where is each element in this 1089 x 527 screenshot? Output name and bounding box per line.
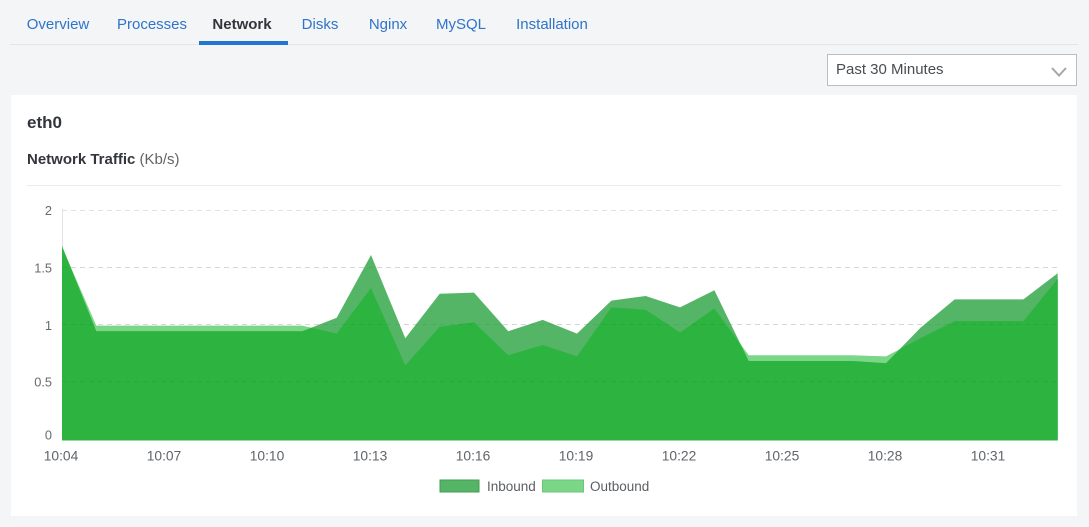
svg-text:10:19: 10:19: [559, 449, 594, 464]
svg-text:1: 1: [45, 318, 52, 333]
svg-text:10:16: 10:16: [456, 449, 491, 464]
svg-text:2: 2: [45, 203, 52, 218]
svg-text:Outbound: Outbound: [590, 479, 649, 494]
svg-text:10:28: 10:28: [868, 449, 903, 464]
svg-text:10:10: 10:10: [250, 449, 285, 464]
svg-text:0.5: 0.5: [34, 375, 52, 390]
svg-text:0: 0: [45, 428, 52, 443]
svg-text:10:04: 10:04: [44, 449, 79, 464]
svg-text:10:22: 10:22: [662, 449, 697, 464]
svg-text:10:07: 10:07: [147, 449, 182, 464]
svg-text:1.5: 1.5: [34, 261, 52, 276]
svg-text:Inbound: Inbound: [487, 479, 536, 494]
svg-text:10:31: 10:31: [971, 449, 1006, 464]
svg-text:10:25: 10:25: [765, 449, 800, 464]
svg-text:10:13: 10:13: [353, 449, 388, 464]
